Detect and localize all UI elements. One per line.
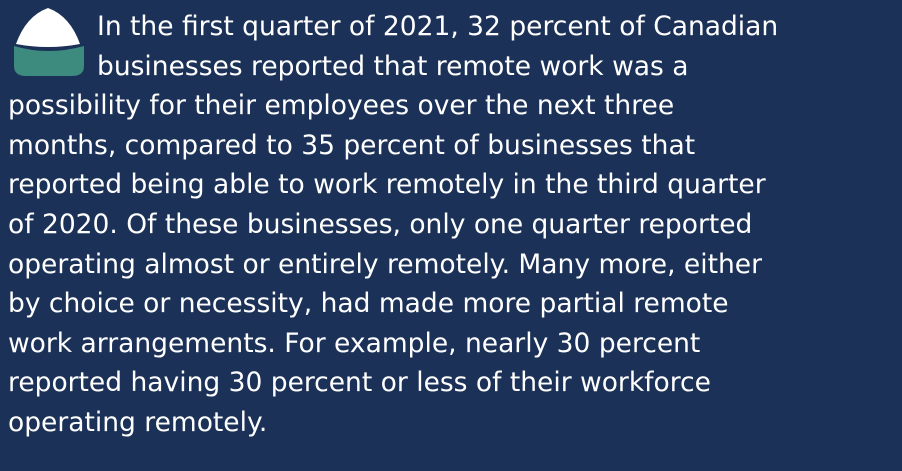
text-line: of 2020. Of these businesses, only one q… [8,209,753,240]
text-line: work arrangements. For example, nearly 3… [8,327,701,359]
lotus-icon [14,8,84,76]
text-line: In the first quarter of 2021, 32 percent… [97,11,779,42]
text-line: businesses reported that remote work was… [97,50,689,82]
text-line: operating remotely. [8,407,268,438]
text-line: months, compared to 35 percent of busine… [8,129,696,161]
text-line: reported having 30 percent or less of th… [8,367,711,399]
text-line: possibility for their employees over the… [8,90,675,122]
text-line: operating almost or entirely remotely. M… [8,248,762,280]
text-line: by choice or necessity, had made more pa… [8,288,729,320]
text-line: reported being able to work remotely in … [8,169,766,201]
